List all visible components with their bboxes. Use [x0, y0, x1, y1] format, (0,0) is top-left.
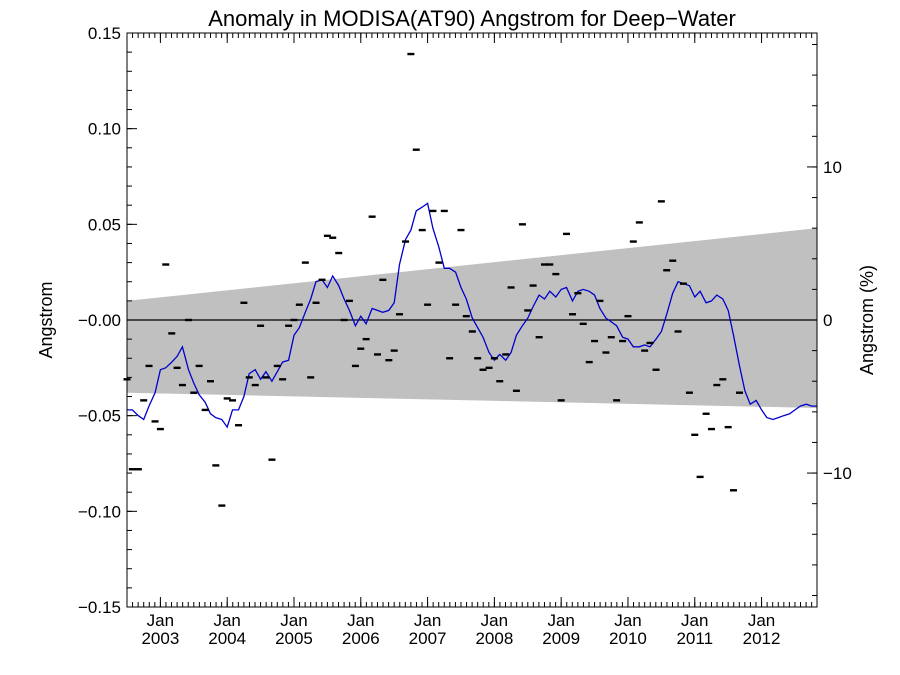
- x-tick-label-month: Jan: [147, 611, 174, 630]
- x-tick-label-month: Jan: [547, 611, 574, 630]
- x-tick-label-month: Jan: [414, 611, 441, 630]
- x-tick-label-month: Jan: [614, 611, 641, 630]
- x-tick-label-year: 2004: [208, 629, 246, 648]
- plot-area: 0.15 0.10 0.05 −0.00 −0.05 −0.10 −0.15 10 0 −10 Ja…: [78, 24, 852, 648]
- x-tick-label-month: Jan: [213, 611, 240, 630]
- y-tick-label-right: 10: [823, 158, 842, 177]
- y-tick-label-right: −10: [823, 464, 852, 483]
- x-tick-label-year: 2011: [676, 629, 713, 648]
- monthly-anomaly-points: [123, 52, 744, 507]
- y-tick-label-left: 0.15: [88, 24, 121, 43]
- y-axis-label-left: Angstrom: [36, 281, 56, 358]
- x-tick-label-month: Jan: [748, 611, 775, 630]
- x-tick-label-month: Jan: [681, 611, 708, 630]
- series-line: [127, 202, 817, 429]
- y-tick-label-left: −0.05: [78, 407, 121, 426]
- y-tick-label-left: −0.00: [78, 311, 121, 330]
- x-tick-label-year: 2008: [475, 629, 513, 648]
- x-tick-label-month: Jan: [481, 611, 508, 630]
- x-tick-label-year: 2005: [275, 629, 313, 648]
- x-tick-label-year: 2009: [542, 629, 580, 648]
- y-tick-label-right: 0: [823, 311, 832, 330]
- x-tick-label-year: 2012: [743, 629, 781, 648]
- x-tick-label-month: Jan: [347, 611, 374, 630]
- y-axis-label-right: Angstrom (%): [857, 265, 877, 375]
- y-tick-label-left: 0.05: [88, 215, 121, 234]
- y-tick-label-left: −0.10: [78, 502, 121, 521]
- y-tick-label-left: −0.15: [78, 598, 121, 617]
- x-tick-label-year: 2003: [141, 629, 179, 648]
- chart-title: Anomaly in MODISA(AT90) Angstrom for Dee…: [208, 6, 736, 31]
- x-tick-label-year: 2006: [342, 629, 380, 648]
- x-tick-label-month: Jan: [280, 611, 307, 630]
- y-tick-label-left: 0.10: [88, 120, 121, 139]
- x-tick-label-year: 2010: [609, 629, 647, 648]
- x-tick-label-year: 2007: [409, 629, 447, 648]
